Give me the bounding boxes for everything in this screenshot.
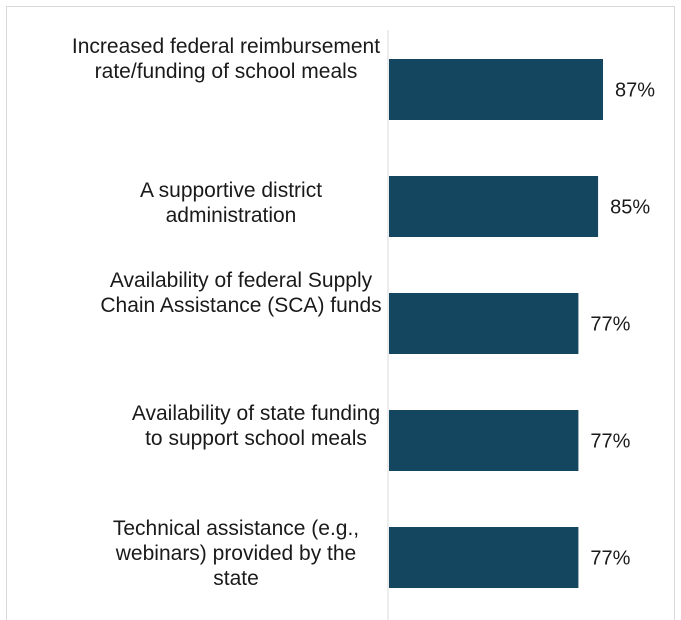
bar-4	[389, 410, 579, 471]
bar-1	[389, 59, 603, 120]
category-label-2: A supportive district administration	[139, 179, 323, 227]
data-label-2: 85%	[610, 197, 650, 219]
category-label-3: Availability of federal Supply Chain Ass…	[100, 269, 382, 317]
chart-frame	[6, 6, 675, 620]
data-labels: 87% 85% 77% 77% 77%	[590, 80, 655, 570]
bar-3	[389, 293, 579, 354]
data-label-4: 77%	[590, 431, 630, 453]
bars	[389, 59, 603, 588]
category-label-5: Technical assistance (e.g., webinars) pr…	[112, 517, 360, 590]
category-label-1: Increased federal reimbursement rate/fun…	[71, 35, 381, 83]
category-label-4: Availability of state funding to support…	[131, 402, 381, 450]
data-label-1: 87%	[615, 80, 655, 102]
data-label-3: 77%	[590, 314, 630, 336]
bar-2	[389, 176, 599, 237]
bar-5	[389, 527, 579, 588]
data-label-5: 77%	[590, 548, 630, 570]
